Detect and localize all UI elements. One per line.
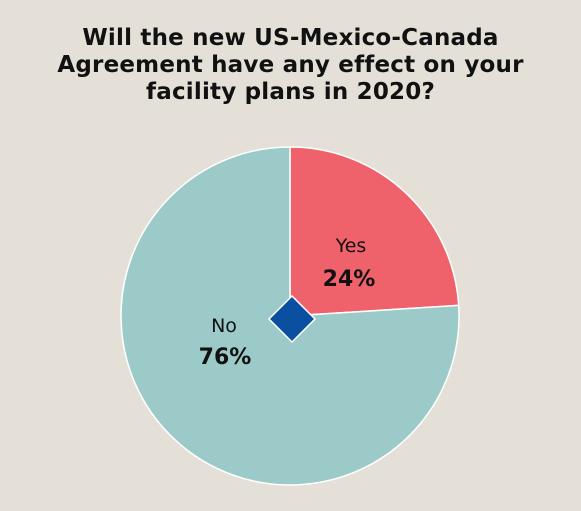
slice-percent-yes: 24% — [323, 267, 376, 292]
pie-labels: Yes 24% No 76% — [199, 235, 376, 370]
pie-slice-no — [120, 146, 460, 486]
pie-slices — [120, 146, 460, 486]
slice-label-no: No — [211, 315, 237, 337]
pie-slice-yes — [289, 146, 460, 317]
slice-percent-no: 76% — [199, 345, 252, 370]
center-diamond-marker — [267, 294, 317, 344]
slice-label-yes: Yes — [335, 235, 367, 257]
chart-title: Will the new US-Mexico-Canada Agreement … — [57, 25, 524, 105]
